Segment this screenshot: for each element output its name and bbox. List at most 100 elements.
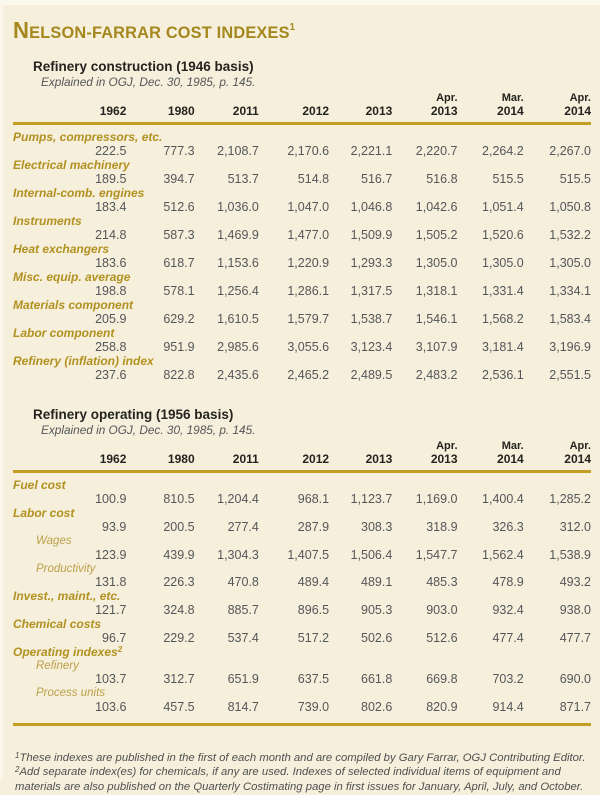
footnote-1: 1These indexes are published in the firs… <box>15 751 593 766</box>
column-header-year: 2013 <box>392 452 458 474</box>
cell-value: 1,477.0 <box>287 228 330 243</box>
column-header-month <box>259 91 329 105</box>
cell-value: 1,538.7 <box>350 312 393 327</box>
cell-value: 618.7 <box>163 256 195 271</box>
column-header-month <box>195 91 259 105</box>
cell-value: 2,985.6 <box>217 340 259 355</box>
footnote-1-superscript: 1 <box>15 750 20 760</box>
cell-value: 312.7 <box>163 672 195 687</box>
row-label: Operating indexes2 <box>13 645 123 660</box>
cell-value: 1,520.6 <box>482 228 524 243</box>
cell-value: 1,153.6 <box>217 256 259 271</box>
cell-value: 502.6 <box>361 631 393 646</box>
cell-value: 513.7 <box>227 172 259 187</box>
cell-value: 1,204.4 <box>217 492 259 507</box>
page-title: Nelson-Farrar cost indexes1 <box>13 17 588 44</box>
table-bottom-rule <box>13 722 591 726</box>
column-header-year: 2014 <box>457 104 524 126</box>
cell-value: 1,036.0 <box>217 200 259 215</box>
cell-value: 814.7 <box>227 699 259 714</box>
page-title-rest: elson-Farrar cost indexes <box>29 23 290 42</box>
row-label: Heat exchangers <box>13 242 110 257</box>
column-header-year: 2013 <box>329 104 393 126</box>
cell-value: 3,181.4 <box>482 340 524 355</box>
column-header-month <box>259 439 329 453</box>
cell-value: 1,469.9 <box>217 228 259 243</box>
cell-value: 820.9 <box>426 699 458 714</box>
section-subtitle: Explained in OGJ, Dec. 30, 1985, p. 145. <box>41 422 256 437</box>
section-title: Refinery operating (1956 basis) <box>33 407 234 422</box>
column-header-month: Mar. <box>501 440 524 453</box>
cell-value: 885.7 <box>227 603 259 618</box>
row-label: Wages <box>36 535 72 548</box>
column-header-year: 2013 <box>392 104 458 126</box>
cell-value: 514.8 <box>297 172 330 187</box>
column-header-month <box>13 439 126 453</box>
column-header-month: Apr. <box>569 92 591 105</box>
cell-value: 3,196.9 <box>549 340 591 355</box>
cell-value: 1,505.2 <box>415 228 458 243</box>
cell-value: 587.3 <box>163 228 195 243</box>
cell-value: 1,047.0 <box>287 200 330 215</box>
cell-value: 512.6 <box>163 200 195 215</box>
cell-value: 932.4 <box>492 603 524 618</box>
cell-value: 1,538.9 <box>549 547 591 562</box>
column-header-year: 2014 <box>523 452 591 474</box>
cell-value: 1,046.8 <box>350 200 393 215</box>
column-header-month: Apr. <box>436 92 458 105</box>
row-label: Process units <box>36 687 106 700</box>
operating-table: Apr. Mar. Apr. 1962 1980 2011 2012 2013 2013 2014… <box>13 439 591 714</box>
row-label: Labor component <box>13 326 115 341</box>
cell-value: 822.8 <box>163 368 195 382</box>
cell-value: 121.7 <box>95 603 127 618</box>
cell-value: 1,285.2 <box>549 492 591 507</box>
cell-value: 198.8 <box>95 284 127 299</box>
column-header-month: Mar. <box>501 92 524 105</box>
column-header-month: Apr. <box>569 440 591 453</box>
cell-value: 100.9 <box>95 492 127 507</box>
cell-value: 905.3 <box>361 603 393 618</box>
column-header-year: 2012 <box>258 104 330 126</box>
cell-value: 2,551.5 <box>549 368 591 382</box>
cell-value: 1,509.9 <box>350 228 393 243</box>
cell-value: 470.8 <box>227 575 259 590</box>
cell-value: 1,123.7 <box>350 492 393 507</box>
column-header-year: 2011 <box>194 104 259 126</box>
cell-value: 2,483.2 <box>415 368 458 382</box>
column-header-year: 2011 <box>194 452 259 474</box>
cell-value: 477.7 <box>559 631 591 646</box>
cell-value: 2,221.1 <box>350 144 393 159</box>
cell-value: 1,506.4 <box>350 547 393 562</box>
cell-value: 703.2 <box>492 672 524 687</box>
cell-value: 1,304.3 <box>217 547 259 562</box>
row-label: Refinery <box>36 660 79 672</box>
cell-value: 1,305.0 <box>415 256 458 271</box>
column-header-year: 2013 <box>329 452 393 474</box>
cell-value: 326.3 <box>492 520 524 535</box>
cell-value: 189.5 <box>95 172 127 187</box>
cell-value: 200.5 <box>163 520 195 535</box>
row-label: Productivity <box>36 562 96 575</box>
cell-value: 1,331.4 <box>482 284 524 299</box>
column-header-month <box>126 91 194 105</box>
cell-value: 1,568.2 <box>482 312 524 327</box>
cell-value: 1,317.5 <box>350 284 393 299</box>
cell-value: 661.8 <box>361 672 393 687</box>
cell-value: 457.5 <box>163 699 195 714</box>
column-header-month <box>13 91 126 105</box>
column-header-year: 2012 <box>258 452 330 474</box>
cell-value: 516.8 <box>426 172 458 187</box>
column-header-month <box>195 439 259 453</box>
cell-value: 489.4 <box>297 575 330 590</box>
column-header-year: 1980 <box>126 452 195 474</box>
row-label: Invest., maint., etc. <box>13 589 121 604</box>
cell-value: 394.7 <box>163 172 195 187</box>
cell-value: 1,286.1 <box>287 284 330 299</box>
cell-value: 2,220.7 <box>415 144 458 159</box>
row-label: Pumps, compressors, etc. <box>13 130 163 145</box>
cell-value: 103.7 <box>95 672 127 687</box>
cell-value: 489.1 <box>361 575 393 590</box>
cell-value: 205.9 <box>95 312 127 327</box>
row-label: Refinery (inflation) index <box>13 354 154 369</box>
cell-value: 1,546.1 <box>415 312 458 327</box>
